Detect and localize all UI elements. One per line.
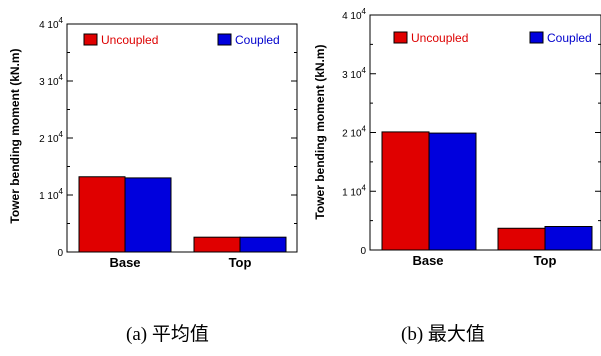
y-tick-label-a: 2 104 bbox=[39, 130, 63, 145]
category-label-base-b: Base bbox=[412, 253, 443, 268]
y-tick-label-a: 0 bbox=[57, 248, 63, 259]
y-tick-label-a: 3 104 bbox=[39, 73, 63, 88]
panel-b: Tower bending moment (kN.m) 0 1 104 2 104 3… bbox=[313, 7, 601, 345]
bars-b bbox=[381, 131, 593, 251]
legend-swatch-uncoupled-a bbox=[83, 33, 98, 46]
category-label-base-a: Base bbox=[109, 255, 140, 270]
legend-a: Uncoupled Coupled bbox=[83, 33, 280, 47]
bar-base-uncoupled-b bbox=[381, 131, 430, 251]
legend-label-uncoupled-a: Uncoupled bbox=[101, 33, 158, 47]
legend-b: Uncoupled Coupled bbox=[393, 31, 592, 45]
panel-a: Tower bending moment (kN.m) 0 1 104 2 104 3… bbox=[8, 16, 298, 345]
bar-top-uncoupled-b bbox=[497, 227, 546, 251]
y-tick-label-b: 1 104 bbox=[342, 183, 366, 198]
legend-swatch-uncoupled-b bbox=[393, 31, 408, 44]
category-label-top-b: Top bbox=[534, 253, 557, 268]
caption-a: (a) 平均值 bbox=[126, 323, 209, 345]
legend-swatch-coupled-b bbox=[529, 31, 544, 44]
y-tick-label-a: 1 104 bbox=[39, 187, 63, 202]
y-axis-title-a: Tower bending moment (kN.m) bbox=[8, 48, 22, 223]
bar-base-coupled-a bbox=[124, 177, 172, 253]
y-tick-label-b: 4 104 bbox=[342, 7, 366, 22]
bars-a bbox=[78, 176, 287, 253]
legend-label-uncoupled-b: Uncoupled bbox=[411, 31, 468, 45]
y-tick-label-b: 3 104 bbox=[342, 66, 366, 81]
category-label-top-a: Top bbox=[229, 255, 252, 270]
bar-top-coupled-b bbox=[544, 226, 593, 251]
bar-base-coupled-b bbox=[428, 132, 477, 251]
bar-top-coupled-a bbox=[239, 236, 287, 253]
legend-label-coupled-b: Coupled bbox=[547, 31, 592, 45]
y-tick-label-b: 2 104 bbox=[342, 125, 366, 140]
bar-base-uncoupled-a bbox=[78, 176, 126, 253]
legend-label-coupled-a: Coupled bbox=[235, 33, 280, 47]
y-tick-label-b: 0 bbox=[360, 246, 366, 257]
ticks-a: 0 1 104 2 104 3 104 4 104 bbox=[39, 16, 297, 259]
y-axis-title-b: Tower bending moment (kN.m) bbox=[313, 44, 327, 219]
y-tick-label-a: 4 104 bbox=[39, 16, 63, 31]
caption-b: (b) 最大值 bbox=[401, 323, 485, 345]
legend-swatch-coupled-a bbox=[217, 33, 232, 46]
bar-top-uncoupled-a bbox=[193, 236, 241, 253]
